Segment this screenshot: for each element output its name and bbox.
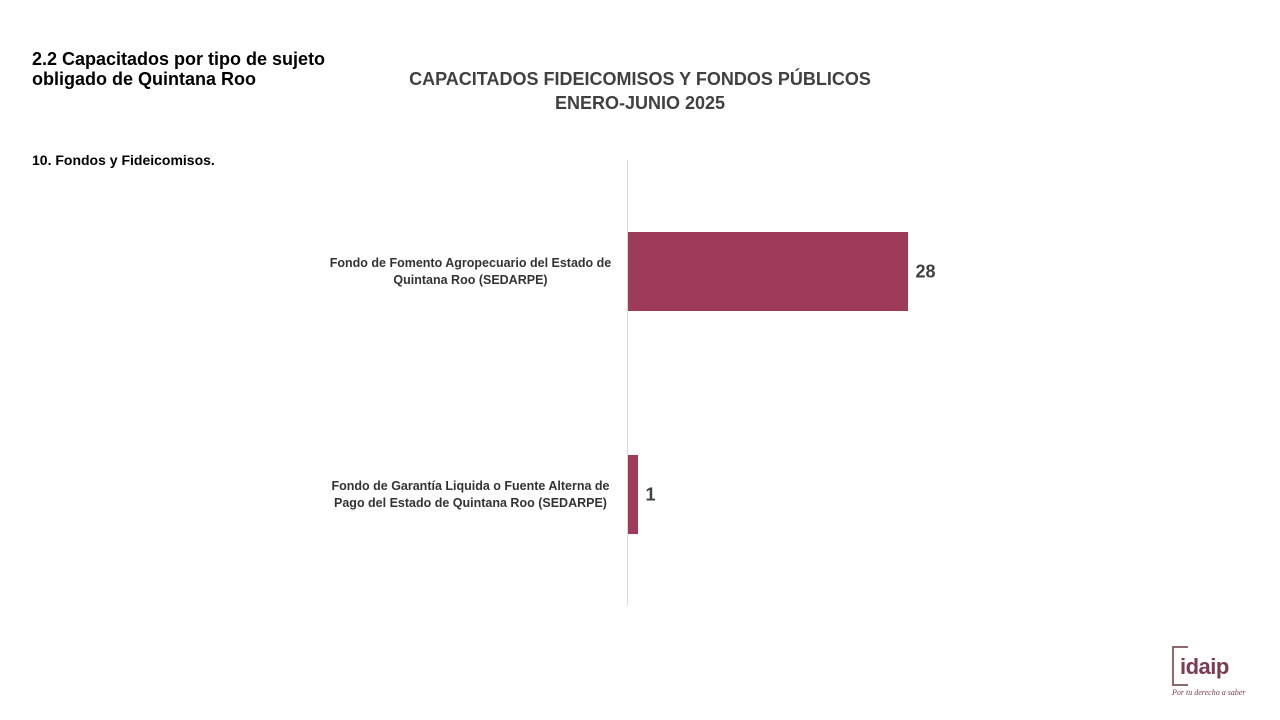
subsection-label: 10. Fondos y Fideicomisos. (32, 152, 215, 168)
chart-title-line1: CAPACITADOS FIDEICOMISOS Y FONDOS PÚBLIC… (409, 69, 871, 89)
category-label-1: Fondo de Fomento Agropecuario del Estado… (329, 255, 612, 287)
chart-title: CAPACITADOS FIDEICOMISOS Y FONDOS PÚBLIC… (340, 67, 940, 115)
value-labels-group: 28 1 (646, 262, 936, 505)
idaip-logo: idaip Por tu derecho a saber (1168, 642, 1245, 704)
value-label-1: 28 (916, 262, 936, 282)
bar-1 (628, 232, 908, 311)
logo-wordmark: idaip (1180, 654, 1229, 679)
chart-title-line2: ENERO-JUNIO 2025 (554, 93, 726, 113)
logo-tagline: Por tu derecho a saber (1172, 688, 1246, 697)
bar-2 (628, 455, 638, 534)
category-label-2: Fondo de Garantía Liquida o Fuente Alter… (331, 478, 610, 510)
bars-group (628, 232, 908, 534)
value-label-2: 1 (646, 485, 656, 505)
section-title: 2.2 Capacitados por tipo de sujeto oblig… (32, 49, 326, 89)
logo-bracket-icon (1172, 646, 1188, 686)
